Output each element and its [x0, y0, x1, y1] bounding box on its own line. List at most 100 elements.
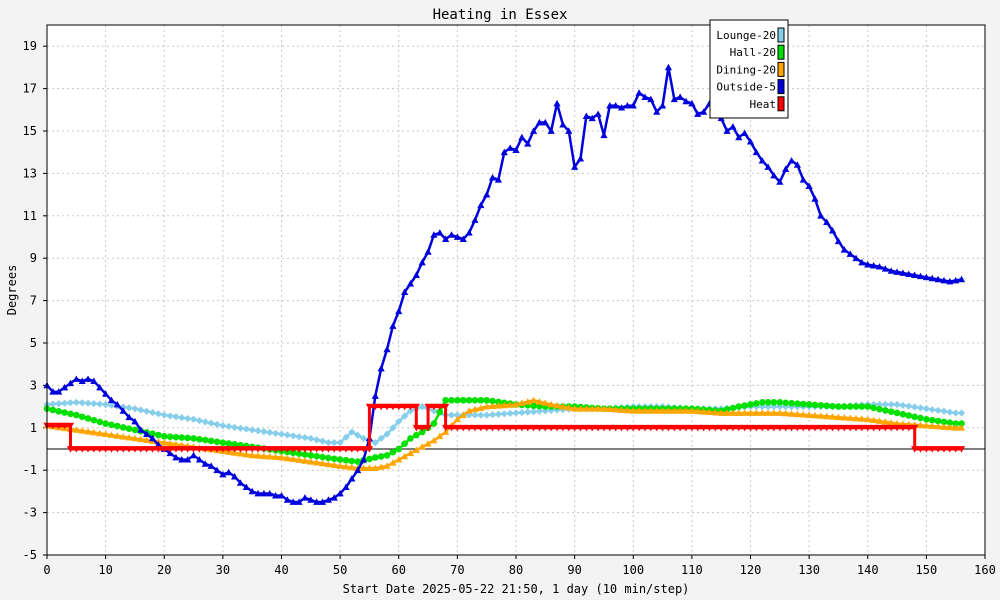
data-point-hall-20 [858, 403, 866, 410]
data-point-lounge-20 [84, 399, 92, 407]
data-point-dining-20 [752, 409, 760, 416]
data-point-heat [653, 424, 661, 432]
data-point-lounge-20 [301, 433, 309, 442]
data-point-dining-20 [295, 456, 303, 463]
data-point-heat [494, 424, 503, 432]
data-point-hall-20 [372, 454, 379, 461]
data-point-dining-20 [764, 409, 772, 416]
data-point-hall-20 [207, 437, 215, 445]
data-point-heat [623, 424, 631, 432]
data-point-dining-20 [412, 446, 420, 453]
data-point-outside-5 [870, 262, 878, 269]
data-point-heat [295, 446, 303, 453]
data-point-outside-5 [582, 112, 590, 120]
data-point-outside-5 [658, 101, 667, 109]
data-point-dining-20 [365, 464, 374, 471]
data-point-heat [189, 446, 198, 453]
data-point-outside-5 [195, 456, 204, 463]
data-point-hall-20 [190, 435, 197, 442]
data-point-hall-20 [84, 415, 92, 422]
data-point-dining-20 [318, 459, 327, 467]
data-point-outside-5 [248, 487, 256, 495]
data-point-heat [899, 424, 907, 432]
y-tick-label: -3 [23, 506, 37, 520]
data-point-dining-20 [811, 411, 819, 419]
data-point-dining-20 [242, 450, 250, 458]
data-point-dining-20 [383, 462, 391, 469]
data-point-lounge-20 [401, 412, 409, 420]
data-point-hall-20 [313, 452, 320, 460]
data-point-heat [131, 446, 139, 453]
data-point-dining-20 [401, 452, 409, 460]
legend-label: Hall-20 [730, 46, 776, 59]
data-point-heat [389, 403, 397, 411]
data-point-outside-5 [653, 108, 661, 115]
data-point-dining-20 [236, 450, 245, 457]
data-point-outside-5 [178, 456, 186, 463]
data-point-dining-20 [289, 455, 297, 463]
x-tick-label: 140 [857, 563, 879, 577]
data-point-lounge-20 [254, 427, 262, 435]
data-point-lounge-20 [430, 407, 438, 415]
data-point-dining-20 [864, 415, 872, 423]
data-point-outside-5 [453, 233, 461, 240]
data-point-hall-20 [377, 453, 385, 460]
data-point-dining-20 [916, 421, 925, 429]
data-point-lounge-20 [875, 400, 884, 409]
data-point-outside-5 [940, 276, 948, 284]
data-point-lounge-20 [911, 403, 919, 411]
data-point-outside-5 [324, 496, 332, 503]
data-point-outside-5 [301, 494, 309, 501]
data-point-hall-20 [102, 420, 109, 427]
data-point-dining-20 [512, 400, 520, 408]
data-point-dining-20 [717, 409, 725, 416]
data-point-heat [342, 446, 350, 453]
data-point-dining-20 [846, 414, 854, 421]
data-point-outside-5 [459, 235, 467, 242]
data-point-dining-20 [852, 414, 860, 422]
data-point-heat [641, 424, 649, 432]
data-point-outside-5 [846, 250, 854, 257]
data-point-dining-20 [746, 409, 755, 416]
data-point-dining-20 [571, 405, 579, 412]
data-point-heat [817, 424, 825, 432]
data-point-heat [453, 424, 461, 432]
data-point-heat [688, 424, 696, 432]
data-point-outside-5 [113, 400, 121, 408]
legend-swatch [777, 27, 785, 43]
data-point-heat [383, 403, 391, 411]
data-point-dining-20 [559, 403, 567, 410]
data-point-outside-5 [107, 396, 116, 404]
data-point-heat [600, 424, 608, 432]
data-point-dining-20 [770, 409, 778, 416]
data-point-hall-20 [776, 399, 784, 406]
data-point-hall-20 [78, 413, 86, 421]
data-point-hall-20 [893, 409, 901, 417]
data-point-outside-5 [758, 157, 766, 164]
data-point-lounge-20 [107, 401, 116, 409]
data-point-dining-20 [641, 407, 649, 414]
data-point-outside-5 [787, 157, 796, 164]
data-point-hall-20 [201, 436, 209, 444]
y-tick-label: -1 [23, 463, 37, 477]
data-point-heat [940, 446, 948, 453]
data-point-heat [277, 446, 286, 453]
data-point-outside-5 [231, 472, 239, 480]
data-point-lounge-20 [172, 413, 180, 421]
data-point-dining-20 [418, 443, 426, 450]
data-point-outside-5 [881, 265, 889, 272]
data-point-outside-5 [957, 275, 966, 283]
data-point-lounge-20 [905, 402, 913, 410]
data-point-lounge-20 [916, 404, 925, 412]
data-point-heat [834, 424, 843, 432]
data-point-heat [307, 446, 315, 453]
data-point-outside-5 [371, 392, 379, 399]
data-point-lounge-20 [940, 407, 948, 415]
data-point-lounge-20 [377, 434, 385, 442]
data-point-heat [412, 424, 420, 432]
data-point-hall-20 [741, 402, 748, 409]
data-point-hall-20 [342, 456, 350, 464]
data-point-heat [148, 446, 157, 453]
data-point-heat [576, 424, 585, 432]
